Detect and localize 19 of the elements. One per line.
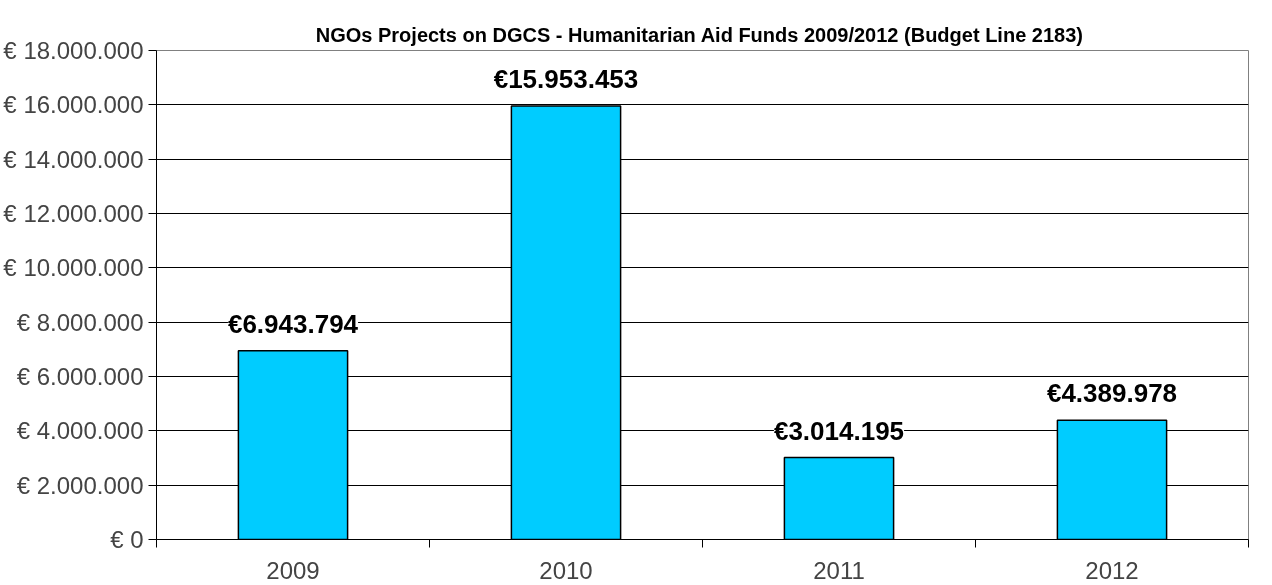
x-tick-label: 2009 bbox=[266, 556, 320, 584]
y-tick-label: € 10.000.000 bbox=[3, 254, 144, 282]
y-tick-label: € 0 bbox=[110, 526, 144, 553]
x-tick-label: 2011 bbox=[813, 556, 865, 584]
y-tick-label: € 8.000.000 bbox=[16, 308, 144, 336]
y-tick-label: € 12.000.000 bbox=[3, 200, 144, 227]
x-tick-label: 2012 bbox=[1085, 556, 1139, 584]
data-label: €4.389.978 bbox=[1046, 378, 1178, 409]
y-tick-label: € 6.000.000 bbox=[16, 363, 144, 390]
data-label: €3.014.195 bbox=[773, 415, 905, 446]
data-label: €15.953.453 bbox=[493, 64, 639, 95]
y-tick-label: € 14.000.000 bbox=[3, 145, 144, 173]
data-label: €6.943.794 bbox=[227, 308, 359, 339]
y-tick-label: € 4.000.000 bbox=[16, 417, 144, 445]
chart-title: NGOs Projects on DGCS - Humanitarian Aid Funds 2009/2012 (Budget Line 2183) bbox=[315, 23, 1083, 46]
y-tick-label: € 2.000.000 bbox=[16, 471, 144, 499]
y-tick-label: € 18.000.000 bbox=[3, 37, 144, 64]
x-tick-label: 2010 bbox=[539, 556, 593, 584]
y-tick-label: € 16.000.000 bbox=[3, 91, 144, 119]
